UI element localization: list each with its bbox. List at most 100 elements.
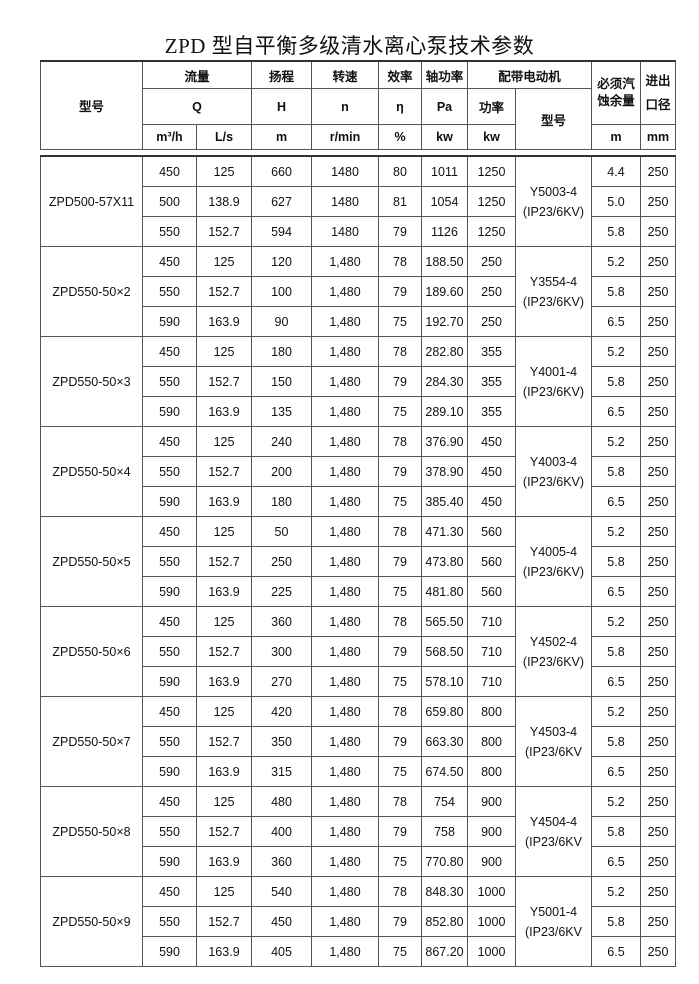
flow-m3h-cell: 550 — [142, 216, 197, 247]
flow-m3h-cell: 590 — [142, 846, 197, 877]
flow-m3h-cell: 450 — [142, 246, 197, 277]
npsh-cell: 5.2 — [591, 246, 641, 277]
motor-model-line: Y4502-4 — [529, 634, 578, 649]
motor-model-cell: Y4504-4 (IP23/6KV — [515, 786, 592, 877]
flow-ls-cell: 125 — [196, 786, 252, 817]
bore-cell: 250 — [640, 906, 676, 937]
head-cell: 420 — [251, 696, 312, 727]
speed-cell: 1,480 — [311, 336, 379, 367]
head-cell: 120 — [251, 246, 312, 277]
table-row: ZPD550-50×6 450 125 360 1,480 78 565.50 710 Y450… — [40, 606, 676, 697]
head-cell: 100 — [251, 276, 312, 307]
motor-power-cell: 900 — [467, 816, 516, 847]
flow-m3h-cell: 590 — [142, 396, 197, 427]
motor-model-line: Y4003-4 — [529, 454, 578, 469]
motor-power-cell: 1250 — [467, 186, 516, 217]
flow-ls-cell: 125 — [196, 155, 252, 187]
motor-power-cell: 710 — [467, 606, 516, 637]
table-row: 550 152.7 200 1,480 79 378.90 450 5.8 250 — [41, 456, 676, 487]
page-title: ZPD 型自平衡多级清水离心泵技术参数 — [164, 34, 535, 58]
head-cell: 405 — [251, 936, 312, 967]
unit-kw-motor: kw — [467, 124, 516, 150]
npsh-cell: 5.2 — [591, 426, 641, 457]
flow-m3h-cell: 500 — [142, 186, 197, 217]
head-cell: 225 — [251, 576, 312, 607]
speed-cell: 1,480 — [311, 636, 379, 667]
motor-model-line: (IP23/6KV) — [522, 204, 585, 219]
speed-cell: 1,480 — [311, 306, 379, 337]
motor-power-cell: 355 — [467, 366, 516, 397]
model-cell: ZPD550-50×2 — [40, 246, 143, 337]
flow-m3h-cell: 590 — [142, 486, 197, 517]
table-row: 590 163.9 135 1,480 75 289.10 355 6.5 250 — [41, 396, 676, 427]
table-row: ZPD550-50×9 450 125 540 1,480 78 848.30 1000 Y50… — [40, 876, 676, 967]
motor-model-cell: Y4001-4 (IP23/6KV) — [515, 336, 592, 427]
motor-power-cell: 250 — [467, 276, 516, 307]
bore-cell: 250 — [640, 516, 676, 547]
bore-cell: 250 — [640, 876, 676, 907]
shaft-power-cell: 385.40 — [421, 486, 468, 517]
flow-m3h-cell: 590 — [142, 936, 197, 967]
motor-power-cell: 450 — [467, 456, 516, 487]
efficiency-cell: 78 — [378, 606, 422, 637]
flow-m3h-cell: 550 — [142, 906, 197, 937]
bore-cell: 250 — [640, 426, 676, 457]
flow-ls-cell: 163.9 — [196, 846, 252, 877]
speed-cell: 1,480 — [311, 516, 379, 547]
flow-m3h-cell: 550 — [142, 726, 197, 757]
motor-model-line: Y4503-4 — [529, 724, 578, 739]
model-cell: ZPD550-50×8 — [40, 786, 143, 877]
motor-model-cell: Y4503-4 (IP23/6KV — [515, 696, 592, 787]
unit-ls: L/s — [196, 124, 252, 150]
shaft-power-cell: 770.80 — [421, 846, 468, 877]
unit-kw: kw — [421, 124, 468, 150]
table-row: 590 163.9 90 1,480 75 192.70 250 6.5 250 — [41, 306, 676, 337]
npsh-cell: 5.8 — [591, 816, 641, 847]
flow-m3h-cell: 590 — [142, 756, 197, 787]
head-cell: 180 — [251, 336, 312, 367]
speed-cell: 1480 — [311, 186, 379, 217]
motor-model-line: Y4504-4 — [529, 814, 578, 829]
table-row: 550 152.7 300 1,480 79 568.50 710 5.8 250 — [41, 636, 676, 667]
model-cell: ZPD550-50×7 — [40, 696, 143, 787]
flow-ls-cell: 152.7 — [196, 216, 252, 247]
model-cell: ZPD550-50×5 — [40, 516, 143, 607]
speed-cell: 1,480 — [311, 876, 379, 907]
model-cell: ZPD550-50×6 — [40, 606, 143, 697]
flow-m3h-cell: 450 — [142, 786, 197, 817]
model-cell: ZPD550-50×3 — [40, 336, 143, 427]
flow-ls-cell: 152.7 — [196, 456, 252, 487]
efficiency-cell: 78 — [378, 426, 422, 457]
motor-power-cell: 1000 — [467, 876, 516, 907]
bore-cell: 250 — [640, 606, 676, 637]
shaft-power-cell: 568.50 — [421, 636, 468, 667]
npsh-cell: 5.8 — [591, 726, 641, 757]
bore-cell: 250 — [640, 936, 676, 967]
flow-m3h-cell: 450 — [142, 876, 197, 907]
bore-cell: 250 — [640, 336, 676, 367]
header-head: 扬程 — [251, 60, 312, 89]
efficiency-cell: 79 — [378, 456, 422, 487]
shaft-power-cell: 1011 — [421, 155, 468, 187]
bore-cell: 250 — [640, 726, 676, 757]
speed-cell: 1,480 — [311, 906, 379, 937]
efficiency-cell: 78 — [378, 516, 422, 547]
motor-power-cell: 560 — [467, 576, 516, 607]
motor-model-line: Y3554-4 — [529, 274, 578, 289]
flow-ls-cell: 152.7 — [196, 366, 252, 397]
unit-pct: % — [378, 124, 422, 150]
table-row: ZPD550-50×8 450 125 480 1,480 78 754 900 Y4504-4… — [40, 786, 676, 877]
efficiency-cell: 78 — [378, 246, 422, 277]
flow-m3h-cell: 550 — [142, 456, 197, 487]
motor-model-line: (IP23/6KV) — [522, 564, 585, 579]
flow-ls-cell: 163.9 — [196, 576, 252, 607]
motor-model-cell: Y3554-4 (IP23/6KV) — [515, 246, 592, 337]
efficiency-cell: 79 — [378, 816, 422, 847]
npsh-cell: 5.8 — [591, 636, 641, 667]
motor-model-line: Y4001-4 — [529, 364, 578, 379]
bore-cell: 250 — [640, 366, 676, 397]
motor-power-cell: 1250 — [467, 216, 516, 247]
motor-power-cell: 710 — [467, 636, 516, 667]
table-row: 550 152.7 594 1480 79 1126 1250 5.8 250 — [41, 216, 676, 247]
table-row: 550 152.7 400 1,480 79 758 900 5.8 250 — [41, 816, 676, 847]
